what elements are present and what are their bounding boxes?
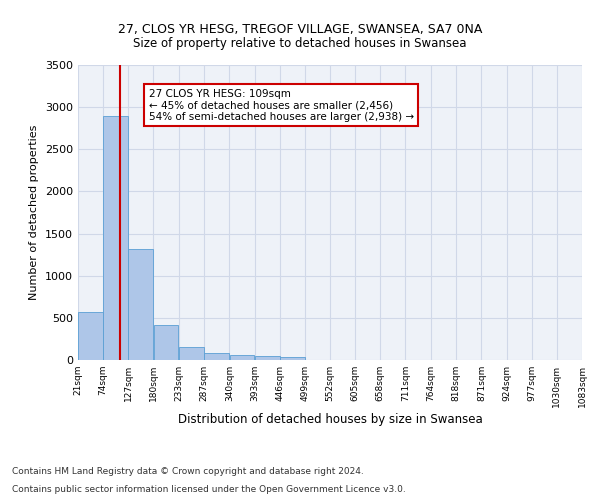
Bar [280, 357, 305, 360]
Y-axis label: Number of detached properties: Number of detached properties [29, 125, 40, 300]
Text: 27, CLOS YR HESG, TREGOF VILLAGE, SWANSEA, SA7 0NA: 27, CLOS YR HESG, TREGOF VILLAGE, SWANSE… [118, 22, 482, 36]
Text: Size of property relative to detached houses in Swansea: Size of property relative to detached ho… [133, 38, 467, 51]
X-axis label: Distribution of detached houses by size in Swansea: Distribution of detached houses by size … [178, 412, 482, 426]
Bar [205, 354, 229, 360]
Bar [128, 248, 154, 360]
Bar [103, 116, 128, 360]
Bar [78, 312, 103, 360]
Bar [154, 326, 178, 360]
Bar [230, 356, 254, 360]
Bar [254, 356, 280, 360]
Text: Contains public sector information licensed under the Open Government Licence v3: Contains public sector information licen… [12, 485, 406, 494]
Bar [179, 348, 204, 360]
Text: Contains HM Land Registry data © Crown copyright and database right 2024.: Contains HM Land Registry data © Crown c… [12, 467, 364, 476]
Text: 27 CLOS YR HESG: 109sqm
← 45% of detached houses are smaller (2,456)
54% of semi: 27 CLOS YR HESG: 109sqm ← 45% of detache… [149, 88, 413, 122]
